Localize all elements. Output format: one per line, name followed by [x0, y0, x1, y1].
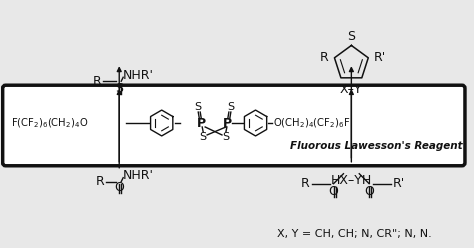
Text: R: R — [93, 75, 101, 88]
Text: X, Y = CH, CH; N, CR"; N, N.: X, Y = CH, CH; N, CR"; N, N. — [277, 229, 432, 239]
Text: R: R — [320, 51, 328, 64]
Text: S: S — [347, 31, 356, 43]
Text: Fluorous Lawesson's Reagent: Fluorous Lawesson's Reagent — [291, 141, 463, 151]
Text: R': R' — [374, 51, 386, 64]
Text: O: O — [114, 181, 124, 194]
FancyBboxPatch shape — [3, 85, 465, 166]
Text: $\mathregular{O(CH_2)_4(CF_2)_6F}$: $\mathregular{O(CH_2)_4(CF_2)_6F}$ — [273, 116, 351, 130]
Text: X–Y: X–Y — [340, 83, 363, 96]
Text: S: S — [228, 102, 235, 112]
Text: NHR': NHR' — [123, 69, 154, 82]
Text: O: O — [328, 185, 338, 198]
Text: HX–YH: HX–YH — [331, 174, 372, 187]
Text: S: S — [115, 82, 123, 95]
Text: $\mathregular{F(CF_2)_6(CH_2)_4O}$: $\mathregular{F(CF_2)_6(CH_2)_4O}$ — [10, 116, 88, 130]
Text: R: R — [301, 177, 310, 190]
Text: S: S — [195, 102, 202, 112]
Text: O: O — [364, 185, 374, 198]
Text: R: R — [96, 175, 104, 188]
Text: S: S — [200, 132, 207, 142]
Text: P: P — [197, 117, 206, 129]
Text: P: P — [223, 117, 232, 129]
Text: S: S — [222, 132, 229, 142]
Text: NHR': NHR' — [123, 169, 154, 182]
Text: R': R' — [393, 177, 405, 190]
